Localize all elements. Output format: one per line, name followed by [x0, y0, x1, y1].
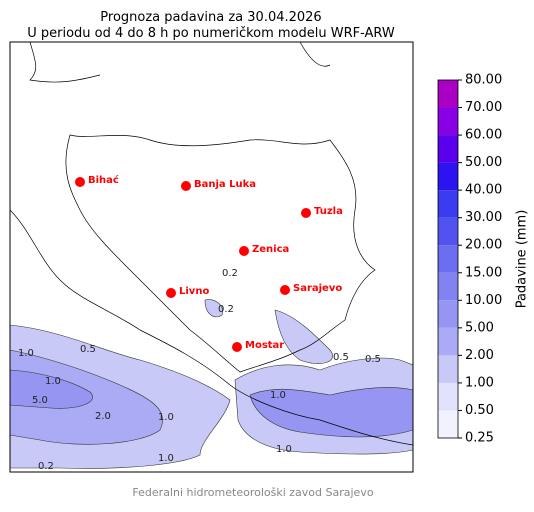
- contour-label: 0.5: [80, 344, 96, 355]
- city-label: Sarajevo: [293, 283, 342, 294]
- city-label: Livno: [179, 286, 209, 297]
- colorbar-tick-label: 30.00: [465, 210, 502, 225]
- colorbar-segment: [438, 245, 458, 273]
- contour-label: 1.0: [270, 390, 286, 401]
- colorbar-tick-label: 50.00: [465, 155, 502, 170]
- contour-label: 0.2: [222, 268, 238, 279]
- city-marker: [75, 177, 85, 187]
- contour-label: 5.0: [32, 395, 48, 406]
- colorbar-segment: [438, 162, 458, 191]
- colorbar-segment: [438, 355, 458, 383]
- colorbar-segment: [438, 410, 458, 438]
- contour-label: 1.0: [276, 444, 292, 455]
- city-marker: [239, 246, 249, 256]
- colorbar: 0.25 0.50 1.00 2.00 5.00 10.00 15.00 20.00 30.00…: [437, 73, 502, 446]
- colorbar-tick-label: 0.25: [465, 431, 494, 446]
- colorbar-tick-label: 20.00: [465, 238, 502, 253]
- city-marker: [280, 285, 290, 295]
- subtitle: U periodu od 4 do 8 h po numeričkom mode…: [27, 26, 395, 41]
- map: Bihać Banja Luka Tuzla Zenica Livno Sarajevo M…: [9, 41, 414, 473]
- country-border: [65, 134, 376, 373]
- contour-label: 0.5: [365, 354, 381, 365]
- city-marker: [181, 181, 191, 191]
- coastline: [9, 41, 414, 446]
- contour-label: 0.2: [218, 304, 234, 315]
- colorbar-tick-label: 80.00: [465, 73, 502, 88]
- colorbar-tick-label: 60.00: [465, 128, 502, 143]
- colorbar-tick-label: 10.00: [465, 293, 502, 308]
- city-label: Bihać: [88, 174, 119, 186]
- colorbar-segment: [438, 327, 458, 356]
- colorbar-tick-label: 70.00: [465, 100, 502, 115]
- colorbar-segment: [438, 135, 458, 163]
- contour-label: 1.0: [158, 453, 174, 464]
- footer: Federalni hidrometeorološki zavod Saraje…: [132, 486, 373, 499]
- map-frame: [9, 41, 414, 473]
- precip-area: [9, 369, 93, 409]
- colorbar-segment: [438, 190, 458, 218]
- contour-label: 0.2: [38, 461, 54, 472]
- colorbar-tick-label: 5.00: [465, 320, 494, 335]
- city-label: Tuzla: [314, 206, 343, 217]
- contour-label: 0.5: [333, 352, 349, 363]
- colorbar-frame: [437, 79, 459, 439]
- city-marker: [301, 208, 311, 218]
- colorbar-segment: [438, 80, 458, 108]
- contour-label: 1.0: [18, 348, 34, 359]
- contour-label: 1.0: [45, 376, 61, 387]
- colorbar-segment: [438, 272, 458, 301]
- colorbar-tick-label: 40.00: [465, 183, 502, 198]
- colorbar-tick-label: 0.50: [465, 403, 494, 418]
- colorbar-segment: [438, 107, 458, 136]
- colorbar-tick-label: 2.00: [465, 348, 494, 363]
- city-marker: [166, 288, 176, 298]
- contour-label: 1.0: [158, 412, 174, 423]
- colorbar-tick-label: 15.00: [465, 265, 502, 280]
- colorbar-segment: [438, 382, 458, 411]
- colorbar-segment: [438, 300, 458, 328]
- colorbar-tick-label: 1.00: [465, 375, 494, 390]
- city-label: Zenica: [252, 244, 289, 255]
- city-label: Banja Luka: [194, 179, 256, 190]
- contour-label: 2.0: [95, 411, 111, 422]
- city-label: Mostar: [245, 340, 284, 351]
- title: Prognoza padavina za 30.04.2026: [100, 10, 321, 25]
- colorbar-segment: [438, 217, 458, 246]
- colorbar-label: Padavine (mm): [515, 210, 530, 309]
- precip-area: [204, 299, 223, 318]
- city-marker: [232, 342, 242, 352]
- precip-area: [274, 309, 333, 364]
